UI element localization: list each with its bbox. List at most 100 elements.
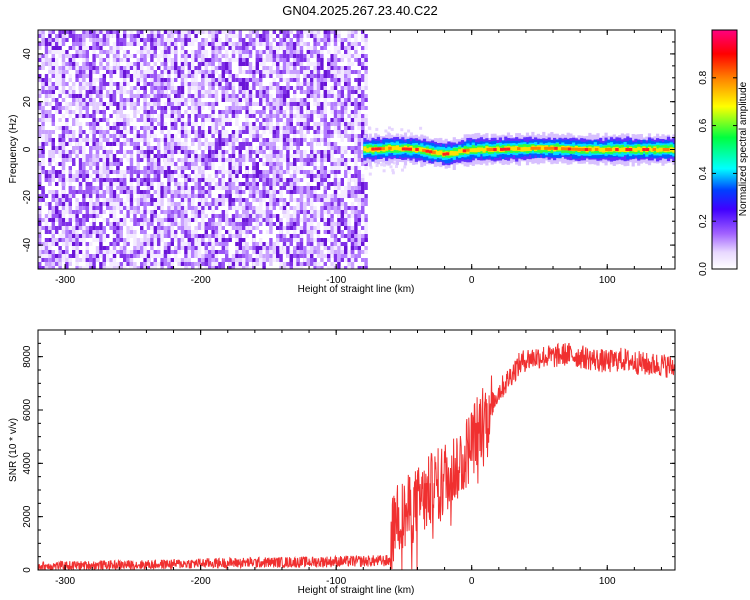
heatmap-peak-cell <box>547 146 551 150</box>
heatmap-noise-cell <box>123 246 127 250</box>
heatmap-noise-cell <box>255 210 259 214</box>
heatmap-noise-cell <box>61 190 66 194</box>
heatmap-noise-cell <box>218 214 222 218</box>
heatmap-noise-cell <box>293 106 297 110</box>
heatmap-noise-cell <box>333 98 338 102</box>
heatmap-noise-cell <box>85 262 89 269</box>
heatmap-noise-cell <box>38 30 42 34</box>
heatmap-noise-cell <box>306 226 310 230</box>
heatmap-noise-cell <box>170 266 174 269</box>
heatmap-signal-cell <box>631 147 635 152</box>
heatmap-noise-cell <box>146 238 151 246</box>
heatmap-noise-cell <box>296 262 300 266</box>
heatmap-noise-cell <box>262 218 266 222</box>
heatmap-noise-cell <box>272 206 276 210</box>
heatmap-noise-cell <box>160 206 164 210</box>
heatmap-noise-cell <box>146 182 151 186</box>
heatmap-noise-cell <box>184 178 188 182</box>
heatmap-noise-cell <box>65 226 69 230</box>
heatmap-noise-cell <box>279 246 283 250</box>
heatmap-noise-cell <box>262 74 266 78</box>
heatmap-noise-cell <box>194 246 198 250</box>
heatmap-noise-cell <box>75 70 79 74</box>
heatmap-noise-cell <box>68 110 72 114</box>
heatmap-noise-cell <box>61 106 66 110</box>
heatmap-noise-cell <box>286 202 290 206</box>
heatmap-noise-cell <box>361 58 365 62</box>
heatmap-noise-cell <box>55 86 59 90</box>
heatmap-noise-cell <box>276 190 280 194</box>
heatmap-noise-cell <box>272 38 276 42</box>
heatmap-noise-cell <box>218 150 222 154</box>
heatmap-noise-cell <box>242 222 246 230</box>
heatmap-noise-cell <box>361 190 365 194</box>
heatmap-noise-cell <box>279 150 283 158</box>
heatmap-noise-cell <box>61 254 66 262</box>
heatmap-noise-cell <box>174 222 178 226</box>
heatmap-noise-cell <box>140 158 144 162</box>
heatmap-noise-cell <box>228 198 232 202</box>
heatmap-noise-cell <box>211 134 215 138</box>
heatmap-noise-cell <box>112 98 117 102</box>
heatmap-noise-cell <box>235 114 239 118</box>
heatmap-noise-cell <box>102 42 106 46</box>
heatmap-noise-cell <box>112 226 117 230</box>
heatmap-noise-cell <box>272 86 276 90</box>
heatmap-noise-cell <box>194 218 198 222</box>
heatmap-noise-cell <box>38 34 42 38</box>
heatmap-noise-cell <box>313 54 317 58</box>
heatmap-noise-cell <box>163 214 168 218</box>
heatmap-noise-cell <box>211 86 215 90</box>
heatmap-noise-cell <box>259 102 263 106</box>
heatmap-noise-cell <box>194 174 198 178</box>
heatmap-noise-cell <box>126 34 130 38</box>
heatmap-noise-cell <box>221 266 225 269</box>
heatmap-noise-cell <box>293 218 297 222</box>
heatmap-noise-cell <box>296 158 300 162</box>
heatmap-noise-cell <box>279 126 283 130</box>
heatmap-noise-cell <box>269 86 273 90</box>
heatmap-noise-cell <box>99 214 103 218</box>
heatmap-noise-cell <box>102 174 106 178</box>
heatmap-noise-cell <box>228 154 232 158</box>
heatmap-noise-cell <box>136 62 140 66</box>
heatmap-noise-cell <box>320 258 324 262</box>
heatmap-noise-cell <box>51 54 55 58</box>
heatmap-noise-cell <box>279 98 283 106</box>
heatmap-noise-cell <box>48 70 52 74</box>
heatmap-noise-cell <box>85 250 89 254</box>
heatmap-noise-cell <box>68 66 72 70</box>
heatmap-noise-cell <box>102 266 106 269</box>
heatmap-noise-cell <box>174 210 178 214</box>
heatmap-noise-cell <box>357 154 361 158</box>
heatmap-noise-cell <box>245 50 249 54</box>
heatmap-noise-cell <box>55 74 59 78</box>
heatmap-noise-cell <box>265 98 270 102</box>
heatmap-noise-cell <box>228 74 232 78</box>
heatmap-noise-cell <box>170 90 174 94</box>
heatmap-noise-cell <box>327 182 331 186</box>
heatmap-noise-cell <box>330 150 334 158</box>
heatmap-noise-cell <box>197 258 202 262</box>
heatmap-noise-cell <box>177 110 181 118</box>
heatmap-noise-cell <box>78 158 83 166</box>
heatmap-noise-cell <box>61 182 66 186</box>
heatmap-noise-cell <box>174 166 178 170</box>
heatmap-noise-cell <box>228 222 232 226</box>
heatmap-noise-cell <box>262 190 266 194</box>
heatmap-noise-cell <box>119 134 123 138</box>
heatmap-noise-cell <box>48 46 52 50</box>
heatmap-noise-cell <box>276 174 280 178</box>
heatmap-noise-cell <box>242 190 246 194</box>
heatmap-noise-cell <box>99 194 103 198</box>
heatmap-noise-cell <box>157 86 161 90</box>
heatmap-noise-cell <box>218 114 222 118</box>
heatmap-noise-cell <box>153 254 157 258</box>
heatmap-noise-cell <box>78 142 83 146</box>
heatmap-noise-cell <box>306 250 310 254</box>
heatmap-noise-cell <box>279 166 283 170</box>
heatmap-noise-cell <box>197 242 202 246</box>
heatmap-noise-cell <box>112 126 117 130</box>
heatmap-noise-cell <box>361 74 365 82</box>
heatmap-noise-cell <box>259 174 263 178</box>
